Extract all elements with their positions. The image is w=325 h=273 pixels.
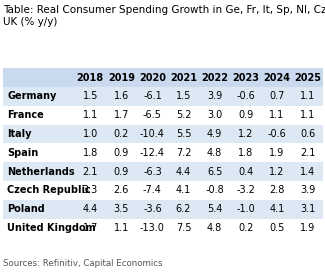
Text: 4.8: 4.8: [207, 148, 222, 158]
Text: 2.1: 2.1: [83, 167, 98, 177]
Text: 2.1: 2.1: [300, 148, 316, 158]
Text: Germany: Germany: [7, 91, 57, 102]
Text: 1.1: 1.1: [114, 223, 129, 233]
Text: -0.6: -0.6: [267, 129, 286, 139]
Text: 6.5: 6.5: [207, 167, 222, 177]
Text: Table: Real Consumer Spending Growth in Ge, Fr, It, Sp, Nl, Cz, Pl,
UK (% y/y): Table: Real Consumer Spending Growth in …: [3, 5, 325, 27]
Text: 4.1: 4.1: [176, 185, 191, 195]
Text: 1.8: 1.8: [83, 148, 98, 158]
Text: -13.0: -13.0: [140, 223, 165, 233]
Text: Sources: Refinitiv, Capital Economics: Sources: Refinitiv, Capital Economics: [3, 259, 163, 268]
Text: 0.2: 0.2: [114, 129, 129, 139]
Text: 1.8: 1.8: [238, 148, 253, 158]
Text: 7.5: 7.5: [176, 223, 191, 233]
Text: -3.2: -3.2: [236, 185, 255, 195]
Text: 1.5: 1.5: [176, 91, 191, 102]
Text: Czech Republic: Czech Republic: [7, 185, 91, 195]
Text: 3.5: 3.5: [114, 204, 129, 214]
Text: 7.2: 7.2: [176, 148, 191, 158]
Text: 0.6: 0.6: [300, 129, 316, 139]
Text: 0.4: 0.4: [238, 167, 253, 177]
Text: 1.1: 1.1: [300, 110, 316, 120]
Text: -10.4: -10.4: [140, 129, 165, 139]
Text: 2019: 2019: [108, 73, 135, 83]
Text: 3.3: 3.3: [83, 185, 98, 195]
Text: 0.9: 0.9: [114, 148, 129, 158]
Text: France: France: [7, 110, 44, 120]
Text: 4.9: 4.9: [207, 129, 222, 139]
Text: 2023: 2023: [232, 73, 259, 83]
Text: 1.7: 1.7: [83, 223, 98, 233]
Text: 1.1: 1.1: [269, 110, 284, 120]
Text: 2018: 2018: [77, 73, 104, 83]
Text: 2.8: 2.8: [269, 185, 284, 195]
Text: 1.1: 1.1: [83, 110, 98, 120]
Text: 5.5: 5.5: [176, 129, 191, 139]
Text: 1.9: 1.9: [300, 223, 316, 233]
Text: 1.9: 1.9: [269, 148, 284, 158]
Text: Italy: Italy: [7, 129, 32, 139]
Text: 3.9: 3.9: [300, 185, 316, 195]
Text: 2024: 2024: [263, 73, 290, 83]
Text: -6.5: -6.5: [143, 110, 162, 120]
Text: -12.4: -12.4: [140, 148, 165, 158]
Text: 5.2: 5.2: [176, 110, 191, 120]
Text: 1.6: 1.6: [114, 91, 129, 102]
Text: -3.6: -3.6: [143, 204, 162, 214]
Text: 2021: 2021: [170, 73, 197, 83]
Text: -1.0: -1.0: [236, 204, 255, 214]
Text: 5.4: 5.4: [207, 204, 222, 214]
Text: United Kingdom: United Kingdom: [7, 223, 96, 233]
Text: 3.1: 3.1: [300, 204, 316, 214]
Text: 1.1: 1.1: [300, 91, 316, 102]
Text: 0.5: 0.5: [269, 223, 284, 233]
Text: -6.3: -6.3: [143, 167, 162, 177]
Text: 1.0: 1.0: [83, 129, 98, 139]
Text: 1.4: 1.4: [300, 167, 316, 177]
Text: 4.8: 4.8: [207, 223, 222, 233]
Text: 0.2: 0.2: [238, 223, 254, 233]
Text: 6.2: 6.2: [176, 204, 191, 214]
Text: 4.4: 4.4: [176, 167, 191, 177]
Text: 1.7: 1.7: [114, 110, 129, 120]
Text: -6.1: -6.1: [143, 91, 162, 102]
Text: 4.1: 4.1: [269, 204, 284, 214]
Text: 3.9: 3.9: [207, 91, 222, 102]
Text: 1.2: 1.2: [269, 167, 284, 177]
Text: 3.0: 3.0: [207, 110, 222, 120]
Text: 0.7: 0.7: [269, 91, 284, 102]
Text: 0.9: 0.9: [114, 167, 129, 177]
Text: -7.4: -7.4: [143, 185, 162, 195]
Text: 1.5: 1.5: [83, 91, 98, 102]
Text: -0.6: -0.6: [236, 91, 255, 102]
Text: -0.8: -0.8: [205, 185, 224, 195]
Text: 1.2: 1.2: [238, 129, 254, 139]
Text: 2022: 2022: [201, 73, 228, 83]
Text: 4.4: 4.4: [83, 204, 98, 214]
Text: 0.9: 0.9: [238, 110, 253, 120]
Text: Spain: Spain: [7, 148, 38, 158]
Text: 2025: 2025: [294, 73, 321, 83]
Text: 2.6: 2.6: [114, 185, 129, 195]
Text: Poland: Poland: [7, 204, 45, 214]
Text: 2020: 2020: [139, 73, 166, 83]
Text: Netherlands: Netherlands: [7, 167, 75, 177]
